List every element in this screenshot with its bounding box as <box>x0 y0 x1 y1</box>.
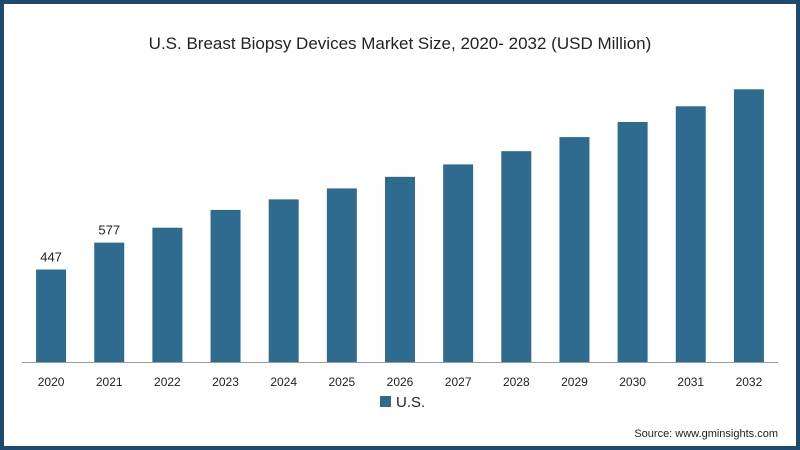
x-tick-label-2028: 2028 <box>503 375 530 389</box>
x-tick-label-2024: 2024 <box>270 375 297 389</box>
bar-2024 <box>268 199 299 362</box>
x-tick-label-2025: 2025 <box>328 375 355 389</box>
data-label-2020: 447 <box>40 250 62 265</box>
bar-2025 <box>326 188 357 362</box>
x-tick-label-2022: 2022 <box>154 375 181 389</box>
bar-2031 <box>675 106 706 362</box>
bar-2032 <box>733 89 764 362</box>
source-note: Source: www.gminsights.com <box>634 428 778 440</box>
data-label-2021: 577 <box>98 223 120 238</box>
x-tick-label-2029: 2029 <box>561 375 588 389</box>
x-tick-label-2031: 2031 <box>677 375 704 389</box>
bar-2023 <box>210 209 241 362</box>
x-tick-label-2023: 2023 <box>212 375 239 389</box>
x-tick-label-2026: 2026 <box>387 375 414 389</box>
bar-2020 <box>36 269 67 362</box>
chart-title: U.S. Breast Biopsy Devices Market Size, … <box>148 34 652 53</box>
x-tick-label-2030: 2030 <box>619 375 646 389</box>
bar-2027 <box>443 164 474 362</box>
bar-2021 <box>94 242 125 362</box>
x-tick-label-2020: 2020 <box>38 375 65 389</box>
bar-2026 <box>385 176 415 362</box>
legend-swatch <box>380 396 391 407</box>
x-tick-label-2032: 2032 <box>736 375 763 389</box>
bar-2028 <box>501 151 532 362</box>
legend-label: U.S. <box>396 394 425 411</box>
x-tick-label-2021: 2021 <box>96 375 123 389</box>
bar-2030 <box>617 122 648 362</box>
bar-2029 <box>559 137 590 362</box>
bar-2022 <box>152 227 183 362</box>
x-tick-label-2027: 2027 <box>445 375 472 389</box>
